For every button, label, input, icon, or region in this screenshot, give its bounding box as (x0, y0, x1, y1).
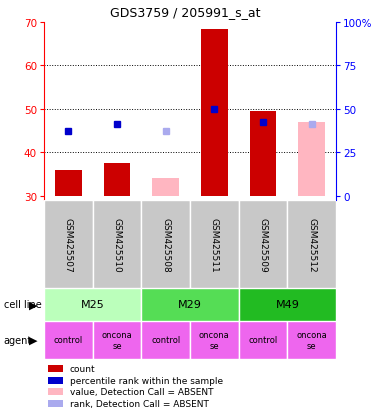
Bar (55, 170, 82, 196)
Bar (141, 321, 190, 359)
Bar (201, 29, 228, 196)
Text: GDS3759 / 205991_s_at: GDS3759 / 205991_s_at (110, 6, 261, 19)
Text: GSM425512: GSM425512 (307, 217, 316, 272)
Bar (190, 321, 239, 359)
Bar (44, 321, 93, 359)
Text: GSM425511: GSM425511 (210, 217, 219, 272)
Text: ▶: ▶ (29, 335, 37, 345)
Bar (44, 288, 141, 321)
Bar (298, 123, 325, 196)
Text: agent: agent (4, 335, 32, 345)
Text: M49: M49 (275, 300, 299, 310)
Bar (93, 201, 141, 288)
Text: GSM425507: GSM425507 (64, 217, 73, 272)
Text: M25: M25 (81, 300, 105, 310)
Text: oncona
se: oncona se (296, 330, 327, 350)
Bar (44, 201, 93, 288)
Bar (93, 321, 141, 359)
Bar (190, 201, 239, 288)
Bar (239, 201, 287, 288)
Bar (287, 201, 336, 288)
Text: ▶: ▶ (29, 300, 37, 310)
Text: oncona
se: oncona se (199, 330, 230, 350)
Bar (104, 164, 130, 196)
Bar (141, 288, 239, 321)
Bar (287, 321, 336, 359)
Text: M29: M29 (178, 300, 202, 310)
Bar (250, 112, 276, 196)
Text: percentile rank within the sample: percentile rank within the sample (70, 376, 223, 385)
Text: GSM425508: GSM425508 (161, 217, 170, 272)
Text: cell line: cell line (4, 300, 42, 310)
Text: control: control (151, 336, 180, 345)
Text: GSM425509: GSM425509 (259, 217, 267, 272)
Bar (152, 179, 179, 196)
Text: control: control (248, 336, 278, 345)
Text: oncona
se: oncona se (102, 330, 132, 350)
Bar (239, 321, 287, 359)
Text: GSM425510: GSM425510 (112, 217, 121, 272)
Bar (239, 288, 336, 321)
Bar (141, 201, 190, 288)
Text: rank, Detection Call = ABSENT: rank, Detection Call = ABSENT (70, 399, 209, 408)
Text: count: count (70, 364, 96, 373)
Text: value, Detection Call = ABSENT: value, Detection Call = ABSENT (70, 387, 213, 396)
Text: control: control (54, 336, 83, 345)
